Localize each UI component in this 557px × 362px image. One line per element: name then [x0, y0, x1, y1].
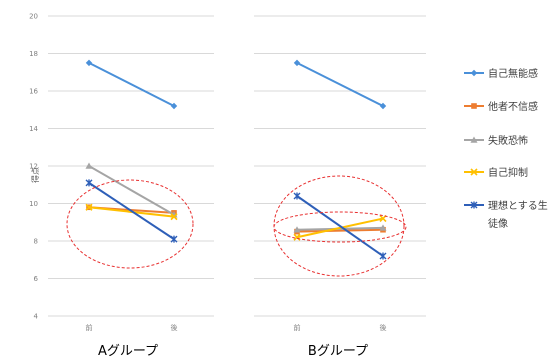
- panel-a-highlight-circle: [66, 179, 194, 269]
- panel-a-series-0-point-1: [170, 102, 178, 110]
- legend-marker-0: [470, 69, 478, 77]
- legend-label-ideal-student-image-line2: 徒像: [488, 217, 508, 230]
- panel-a-series-4-point-0: [85, 179, 93, 187]
- panel-a-title: Aグループ: [98, 344, 158, 359]
- panel-b-series-4-point-0: [293, 192, 301, 200]
- y-tick-label-8: 8: [34, 238, 38, 246]
- panel-b-series-0-line: [296, 61, 384, 107]
- legend-item-distrust-of-others: 他者不信感: [464, 100, 538, 113]
- y-tick-label-14: 14: [29, 125, 38, 133]
- legend-item-self-incompetence: 自己無能感: [464, 67, 538, 80]
- y-tick-labels: 4 6 8 10 12 14 16 18 20: [29, 13, 38, 321]
- panel-a-series-4-line: [88, 182, 175, 240]
- panel-a-series: [85, 59, 178, 243]
- y-tick-label-16: 16: [29, 88, 38, 96]
- panel-b-series-0-point-0: [293, 59, 301, 67]
- panel-a-series-3-point-1: [170, 213, 178, 221]
- legend-label-fear-of-failure: 失敗恐怖: [488, 134, 528, 147]
- y-tick-label-12: 12: [29, 163, 38, 171]
- panel-a-series-0-point-0: [85, 59, 93, 67]
- panel-b-highlight-band: [273, 211, 407, 243]
- panel-a-series-3-point-0: [85, 203, 93, 211]
- y-axis-label: 得点: [30, 167, 40, 183]
- legend-item-self-suppression: 自己抑制: [464, 166, 528, 179]
- legend-marker-2: [470, 136, 478, 143]
- panel-b-x-tick-after: 後: [380, 323, 387, 332]
- legend-marker-4: [470, 201, 478, 209]
- panel-b-series-4-line: [296, 195, 384, 257]
- y-tick-label-6: 6: [34, 275, 39, 283]
- legend-item-ideal-student-image: 理想とする生 徒像: [464, 199, 548, 230]
- legend-marker-3: [470, 168, 478, 176]
- panel-b-series-0-point-1: [379, 102, 387, 110]
- panel-a-series-2-point-0: [85, 162, 93, 169]
- legend-label-self-suppression: 自己抑制: [488, 166, 528, 179]
- panel-b-title: Bグループ: [308, 344, 368, 359]
- panel-a-series-0-line: [88, 61, 175, 107]
- panel-a-series-4-point-1: [170, 235, 178, 243]
- panel-b-series: [293, 59, 387, 260]
- panel-a-gridlines: [48, 15, 214, 317]
- panel-b-series-4-point-1: [379, 252, 387, 260]
- panel-b-series-2-point-1: [379, 224, 387, 231]
- panel-a-series-2-line: [88, 165, 175, 216]
- panel-b-series-2-point-0: [293, 226, 301, 233]
- panel-a-x-tick-before: 前: [86, 323, 93, 332]
- legend-label-ideal-student-image-line1: 理想とする生: [488, 199, 548, 212]
- legend-item-fear-of-failure: 失敗恐怖: [464, 134, 528, 147]
- panel-b-series-1-line: [296, 228, 384, 233]
- x-tick-labels: 前 後 前 後: [86, 323, 387, 332]
- panel-b-series-3-line: [296, 217, 384, 239]
- y-tick-label-10: 10: [29, 200, 38, 208]
- panel-a-x-tick-after: 後: [171, 323, 178, 332]
- y-tick-label-18: 18: [29, 50, 38, 58]
- y-tick-label-20: 20: [29, 13, 38, 21]
- legend: 自己無能感 他者不信感 失敗恐怖 自己抑制 理想とする生 徒像: [464, 67, 548, 230]
- legend-label-self-incompetence: 自己無能感: [488, 67, 538, 80]
- panel-b-gridlines: [254, 15, 426, 317]
- legend-marker-1: [471, 103, 477, 109]
- y-tick-label-4: 4: [34, 313, 39, 321]
- panel-b-x-tick-before: 前: [294, 323, 301, 332]
- legend-label-distrust-of-others: 他者不信感: [488, 100, 538, 113]
